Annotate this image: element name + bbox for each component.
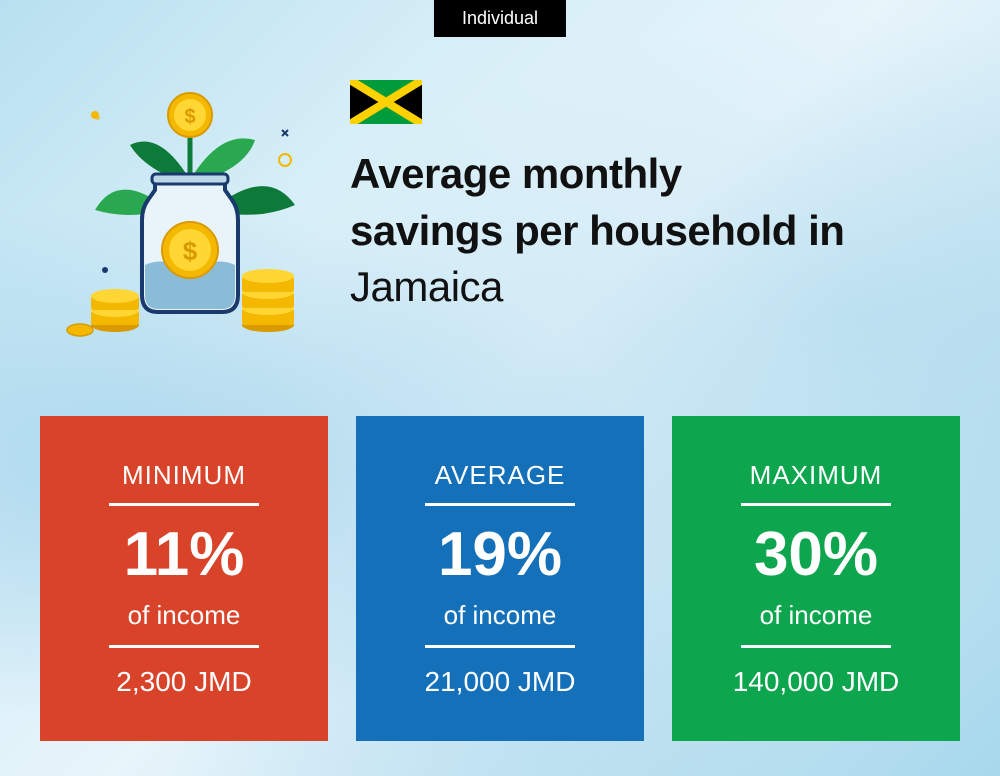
card-amount: 21,000 JMD: [425, 666, 576, 698]
divider: [425, 503, 575, 506]
card-percent: 19%: [438, 524, 562, 586]
card-maximum: MAXIMUM 30% of income 140,000 JMD: [672, 416, 960, 741]
card-subtext: of income: [128, 600, 241, 631]
divider: [741, 645, 891, 648]
card-label: MINIMUM: [122, 460, 246, 491]
header: $ $: [60, 70, 960, 340]
card-label: AVERAGE: [435, 460, 566, 491]
card-minimum: MINIMUM 11% of income 2,300 JMD: [40, 416, 328, 741]
divider: [109, 645, 259, 648]
card-average: AVERAGE 19% of income 21,000 JMD: [356, 416, 644, 741]
divider: [109, 503, 259, 506]
card-subtext: of income: [444, 600, 557, 631]
title-country: Jamaica: [350, 263, 503, 310]
title-line-1: Average monthly: [350, 150, 682, 197]
card-amount: 2,300 JMD: [116, 666, 251, 698]
category-tab: Individual: [434, 0, 566, 37]
card-label: MAXIMUM: [750, 460, 883, 491]
title-line-2: savings per household in: [350, 207, 844, 254]
card-subtext: of income: [760, 600, 873, 631]
divider: [425, 645, 575, 648]
jamaica-flag-icon: [350, 80, 422, 124]
card-amount: 140,000 JMD: [733, 666, 900, 698]
card-percent: 30%: [754, 524, 878, 586]
svg-text:$: $: [183, 236, 198, 266]
savings-jar-illustration: $ $: [60, 70, 320, 340]
title-block: Average monthly savings per household in…: [350, 70, 960, 316]
stat-cards: MINIMUM 11% of income 2,300 JMD AVERAGE …: [40, 416, 960, 741]
card-percent: 11%: [124, 524, 245, 586]
divider: [741, 503, 891, 506]
svg-text:$: $: [184, 106, 195, 128]
page-title: Average monthly savings per household in…: [350, 146, 960, 316]
